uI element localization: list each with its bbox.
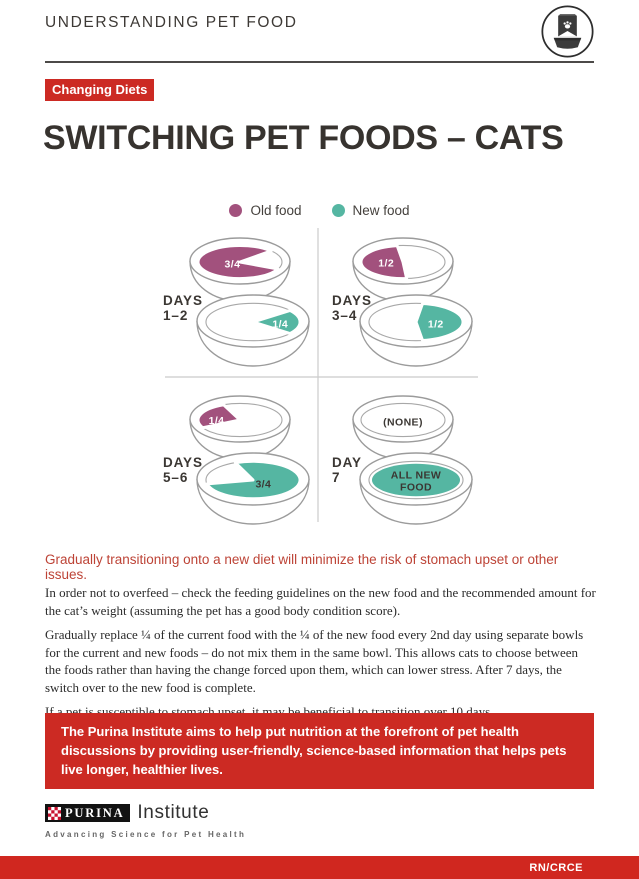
logo-tagline: Advancing Science for Pet Health [45,830,247,839]
new-food-dot-icon [331,204,345,217]
q0-top-bowl-inner [197,244,283,280]
q3-top-bowl-inner [360,402,446,438]
q2-top-bowl-portion-label: 1/4 [209,415,225,427]
q1-bottom-bowl-food-segment [414,301,465,343]
q0-bottom-bowl-inner [205,302,301,342]
q1-bottom-bowl-rim [359,294,473,348]
paragraph-feeding-guidelines: In order not to overfeed – check the fee… [45,585,596,618]
legend-old-label: Old food [250,203,302,218]
q3-bottom-bowl-portion-label: ALL NEW [391,470,441,482]
q0-bottom-bowl-rim [196,294,310,348]
q0-top-bowl-rim [189,237,291,285]
q1-top-bowl-rim [352,237,454,285]
q3-top-bowl-rim [352,395,454,443]
q3-bottom-bowl-body [359,478,473,525]
q2-bottom-bowl-rim [196,452,310,506]
q0-bottom-bowl-food-segment [251,308,302,336]
quadrant-label-days-5-6: DAYS 5–6 [163,455,203,485]
q3-bottom-bowl-inner [368,460,464,500]
legend-item-new-food: New food [331,203,410,218]
q2-top-bowl-rim [189,395,291,443]
q2-bottom-bowl-body [196,478,310,525]
purina-institute-callout: The Purina Institute aims to help put nu… [45,713,594,789]
old-food-dot-icon [229,204,243,217]
q2-bottom-bowl-food-segment [205,459,302,501]
q0-top-bowl-portion-label: 3/4 [225,258,241,270]
q1-top-bowl-inner [360,244,446,280]
category-badge: Changing Diets [45,79,155,101]
key-message: Gradually transitioning onto a new diet … [45,552,559,582]
q2-bottom-bowl-inner [205,460,301,500]
legend-new-label: New food [352,203,410,218]
q2-top-bowl-inner [197,402,283,438]
header-divider [45,61,594,63]
page-title: SWITCHING PET FOODS – CATS [43,119,564,157]
q1-bottom-bowl-portion-label: 1/2 [428,318,444,330]
paragraph-gradual-replacement: Gradually replace ¼ of the current food … [45,627,584,695]
footer-bar: RN/CRCE [0,856,639,879]
q3-bottom-bowl-portion-label: FOOD [400,482,432,494]
q2-top-bowl-body [189,418,291,460]
q1-bottom-bowl-body [359,320,473,367]
q0-bottom-bowl-portion-label: 1/4 [272,318,288,330]
purina-checkerboard-icon [48,806,61,820]
quadrant-label-days-3-4: DAYS 3–4 [332,293,372,323]
purina-institute-logo: PURINA Institute Advancing Science for P… [45,802,246,839]
legend-item-old-food: Old food [229,203,302,218]
institute-wordmark: Institute [137,802,210,823]
q0-top-bowl-food-segment [196,243,280,281]
q2-top-bowl-food-segment [196,403,242,430]
q2-bottom-bowl-portion-label: 3/4 [255,479,271,491]
quadrant-label-days-1-2: DAYS 1–2 [163,293,203,323]
body-copy: In order not to overfeed – check the fee… [45,584,596,728]
purina-logo-black-box: PURINA [45,804,131,822]
q3-bottom-bowl-food-full [371,463,461,497]
q3-bottom-bowl-rim [359,452,473,506]
q3-top-bowl-body [352,418,454,460]
legend: Old food New food [0,203,639,218]
q3-top-bowl-portion-label: (NONE) [383,416,423,428]
pet-food-bag-bowl-icon [540,4,595,59]
q0-bottom-bowl-body [196,320,310,367]
document-code: RN/CRCE [529,861,583,874]
document-series-title: UNDERSTANDING PET FOOD [45,14,298,31]
purina-wordmark: PURINA [65,805,125,820]
q1-top-bowl-portion-label: 1/2 [378,257,394,269]
q1-top-bowl-food-segment [359,244,409,281]
quadrant-label-day-7: DAY 7 [332,455,362,485]
q0-top-bowl-body [189,260,291,302]
q1-bottom-bowl-inner [368,302,464,342]
